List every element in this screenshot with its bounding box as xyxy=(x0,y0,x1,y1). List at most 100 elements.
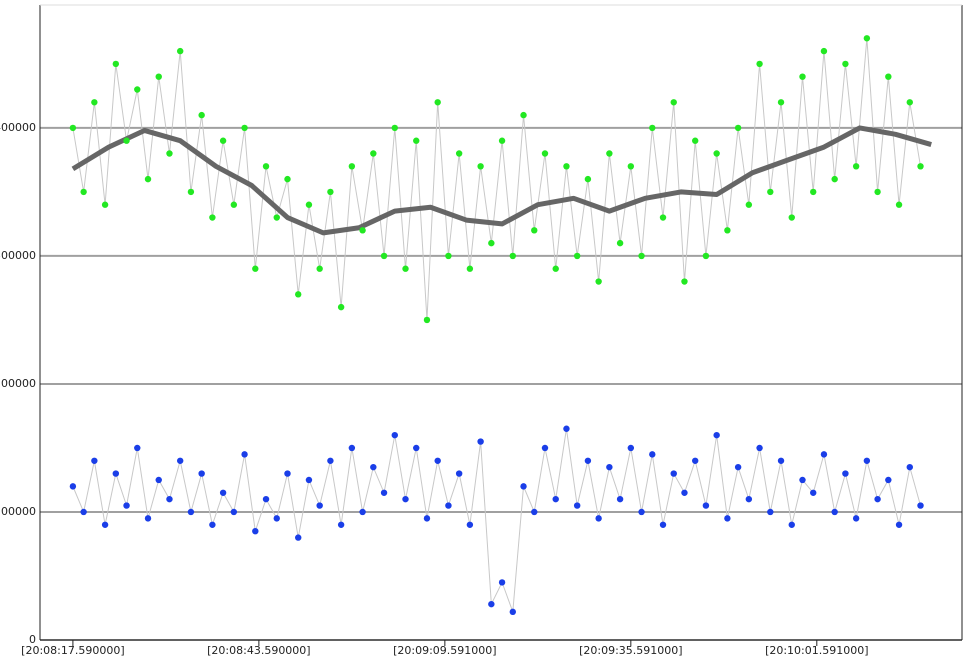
y-tick-label: 300000 xyxy=(0,249,36,262)
point xyxy=(273,515,280,522)
point xyxy=(895,201,903,208)
point xyxy=(198,470,205,477)
point xyxy=(477,163,484,170)
point xyxy=(187,508,195,516)
point xyxy=(391,124,398,132)
point xyxy=(498,579,506,586)
point xyxy=(713,150,720,157)
point xyxy=(455,150,463,157)
point xyxy=(799,476,806,484)
point xyxy=(831,508,838,516)
point xyxy=(520,111,527,119)
point xyxy=(606,150,613,157)
x-tick-label: [20:10:01.591000] xyxy=(765,644,868,657)
point xyxy=(777,99,785,106)
point xyxy=(230,201,238,208)
point xyxy=(423,316,431,324)
point xyxy=(745,495,753,503)
point xyxy=(799,73,806,80)
point xyxy=(488,239,495,247)
point xyxy=(906,463,913,471)
point xyxy=(198,111,205,119)
point xyxy=(112,60,120,68)
point xyxy=(531,508,538,516)
point xyxy=(219,137,227,144)
x-tick-label: [20:08:43.590000] xyxy=(207,644,310,657)
y-tick-label: 200000 xyxy=(0,377,36,390)
point xyxy=(531,227,538,234)
point xyxy=(520,483,527,490)
point xyxy=(284,470,291,477)
point xyxy=(284,175,291,183)
point xyxy=(144,515,152,522)
point xyxy=(262,163,270,170)
x-tick-label: [20:08:17.590000] xyxy=(21,644,124,657)
point xyxy=(552,265,559,272)
connector-line xyxy=(72,38,922,320)
point xyxy=(337,521,345,528)
point xyxy=(155,476,162,484)
point xyxy=(176,47,184,55)
point xyxy=(638,508,645,516)
point xyxy=(101,521,109,528)
point xyxy=(402,495,409,503)
point xyxy=(434,99,441,106)
point xyxy=(69,483,77,490)
point xyxy=(734,124,742,132)
point xyxy=(123,137,130,144)
point xyxy=(466,265,474,272)
point xyxy=(681,489,688,496)
point xyxy=(69,124,77,132)
point xyxy=(627,163,635,170)
point xyxy=(230,508,238,516)
connector-line xyxy=(72,428,921,613)
point xyxy=(810,489,817,496)
point xyxy=(209,214,216,221)
point xyxy=(445,252,452,260)
point xyxy=(895,521,903,528)
point xyxy=(295,291,302,298)
point xyxy=(767,508,774,516)
point xyxy=(681,278,688,285)
point xyxy=(80,188,87,196)
point xyxy=(337,303,345,311)
point xyxy=(659,521,667,528)
point xyxy=(252,265,259,272)
point xyxy=(155,73,162,80)
point xyxy=(166,150,173,157)
point xyxy=(573,252,581,260)
point xyxy=(477,438,484,445)
point xyxy=(756,60,763,68)
point xyxy=(380,252,388,260)
point xyxy=(917,502,924,509)
point xyxy=(584,457,592,464)
point xyxy=(874,188,881,196)
point xyxy=(327,188,334,196)
point xyxy=(101,201,109,208)
point xyxy=(842,470,849,477)
point xyxy=(144,175,152,183)
point xyxy=(370,150,377,157)
point xyxy=(885,476,892,484)
point xyxy=(885,73,892,80)
x-tick-label: [20:09:35.591000] xyxy=(579,644,682,657)
point xyxy=(209,521,216,528)
point xyxy=(134,86,141,93)
point xyxy=(595,515,602,522)
point xyxy=(380,489,388,496)
point xyxy=(219,489,227,496)
point xyxy=(573,502,581,509)
point xyxy=(552,495,559,503)
point xyxy=(863,457,871,464)
point xyxy=(391,431,398,439)
point xyxy=(112,470,120,477)
point xyxy=(176,457,184,464)
point xyxy=(305,201,313,208)
point xyxy=(402,265,409,272)
point xyxy=(852,163,860,170)
point xyxy=(316,265,323,272)
point xyxy=(863,35,871,42)
point xyxy=(691,457,699,464)
point xyxy=(466,521,474,528)
point xyxy=(659,214,667,221)
